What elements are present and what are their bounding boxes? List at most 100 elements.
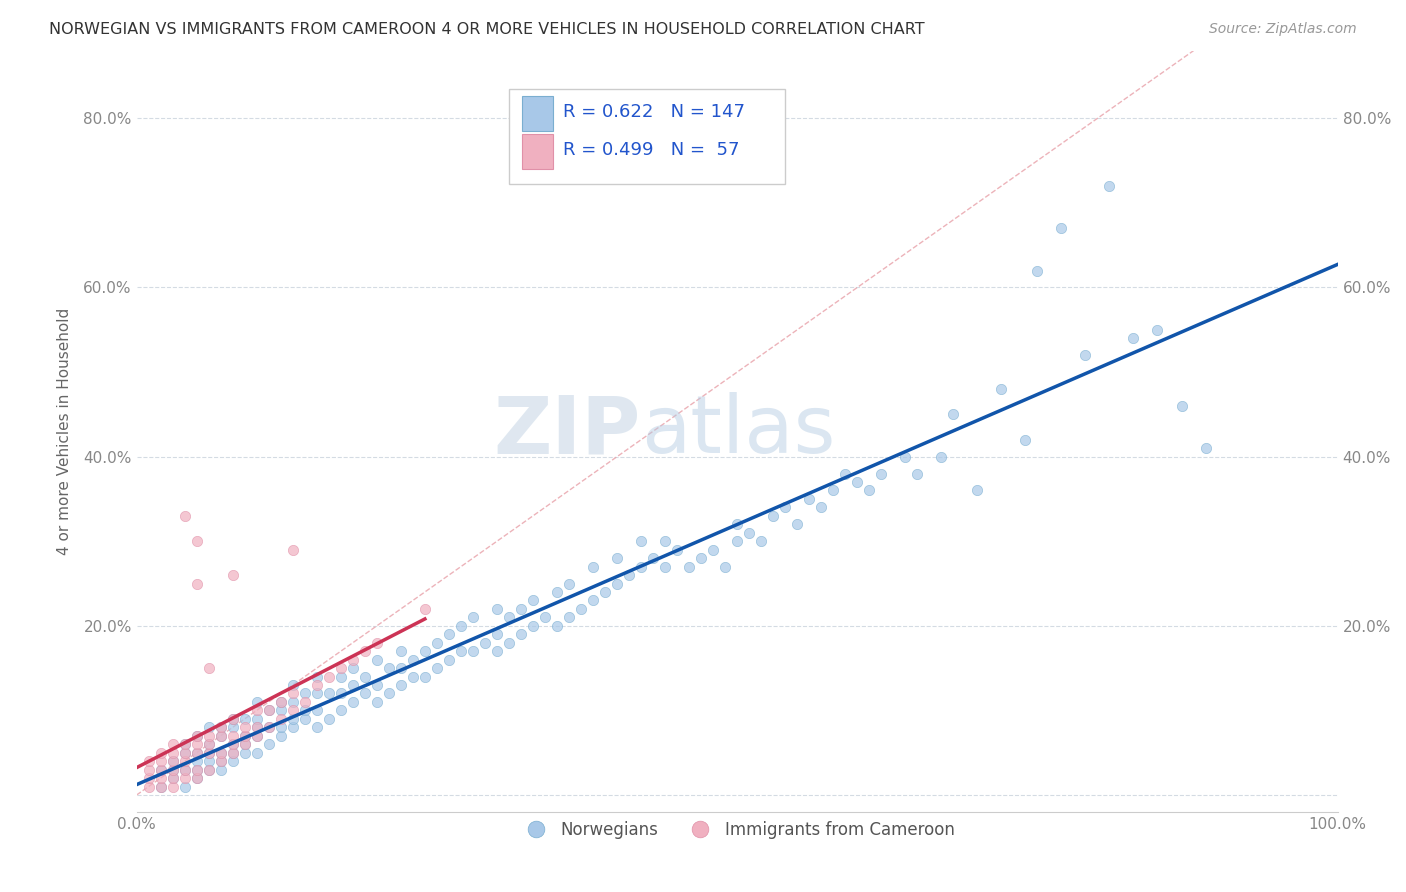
Point (173, 746, 195, 760)
Y-axis label: 4 or more Vehicles in Household: 4 or more Vehicles in Household (58, 308, 72, 555)
Point (209, 746, 232, 760)
Point (233, 737, 256, 751)
Point (894, 450, 917, 464)
Point (209, 746, 232, 760)
Point (366, 653, 388, 667)
Point (834, 467, 856, 481)
Point (270, 720, 292, 734)
Point (197, 737, 219, 751)
Point (1122, 331, 1144, 345)
Point (558, 610, 581, 624)
Point (1050, 221, 1073, 235)
Point (209, 754, 232, 768)
Text: R = 0.622   N = 147: R = 0.622 N = 147 (562, 103, 745, 121)
Point (305, 720, 328, 734)
Point (149, 780, 172, 794)
Point (222, 712, 245, 726)
Point (366, 695, 388, 709)
Point (149, 763, 172, 777)
Point (186, 763, 208, 777)
Point (329, 686, 352, 700)
Point (246, 729, 269, 743)
Point (294, 703, 316, 717)
Point (281, 542, 304, 557)
Point (222, 746, 245, 760)
Point (678, 559, 700, 574)
Point (173, 737, 195, 751)
Point (389, 678, 412, 692)
Point (281, 703, 304, 717)
Point (281, 695, 304, 709)
Point (389, 661, 412, 675)
Point (233, 729, 256, 743)
Point (246, 712, 269, 726)
Point (461, 610, 484, 624)
Point (209, 720, 232, 734)
Point (485, 644, 508, 658)
Point (233, 729, 256, 743)
Point (162, 780, 184, 794)
Point (1098, 179, 1121, 194)
Text: NORWEGIAN VS IMMIGRANTS FROM CAMEROON 4 OR MORE VEHICLES IN HOUSEHOLD CORRELATIO: NORWEGIAN VS IMMIGRANTS FROM CAMEROON 4 … (49, 22, 925, 37)
Point (858, 483, 880, 498)
Point (342, 653, 364, 667)
Point (426, 661, 449, 675)
Point (450, 644, 472, 658)
Point (305, 686, 328, 700)
Point (138, 754, 160, 768)
Point (630, 559, 652, 574)
Point (173, 763, 195, 777)
Point (186, 771, 208, 785)
Point (233, 720, 256, 734)
Point (197, 763, 219, 777)
Point (749, 534, 772, 549)
Point (329, 669, 352, 683)
Point (162, 771, 184, 785)
Point (162, 754, 184, 768)
Point (1194, 441, 1216, 455)
Point (138, 771, 160, 785)
Point (186, 534, 208, 549)
Point (222, 720, 245, 734)
Point (318, 686, 340, 700)
Point (1170, 399, 1192, 413)
Point (162, 737, 184, 751)
Point (402, 669, 425, 683)
Point (209, 763, 232, 777)
Point (762, 508, 785, 523)
Point (197, 737, 219, 751)
Point (485, 602, 508, 616)
Point (149, 780, 172, 794)
Point (1026, 263, 1049, 277)
Point (149, 763, 172, 777)
Point (186, 754, 208, 768)
Point (510, 627, 533, 641)
Point (197, 746, 219, 760)
Point (437, 653, 460, 667)
Point (149, 754, 172, 768)
FancyBboxPatch shape (522, 95, 554, 130)
Point (305, 669, 328, 683)
Point (534, 610, 557, 624)
Point (569, 602, 592, 616)
Point (846, 475, 869, 489)
Point (366, 678, 388, 692)
Point (246, 720, 269, 734)
Point (186, 763, 208, 777)
Point (617, 568, 640, 582)
FancyBboxPatch shape (522, 134, 554, 169)
Point (558, 576, 581, 591)
Point (450, 619, 472, 633)
Point (209, 754, 232, 768)
Point (413, 669, 436, 683)
Point (725, 517, 748, 532)
Point (1014, 433, 1036, 447)
Point (738, 525, 761, 540)
Point (870, 467, 893, 481)
Point (246, 746, 269, 760)
Point (270, 712, 292, 726)
Point (270, 703, 292, 717)
Point (498, 610, 520, 624)
Point (725, 534, 748, 549)
Point (522, 593, 544, 607)
